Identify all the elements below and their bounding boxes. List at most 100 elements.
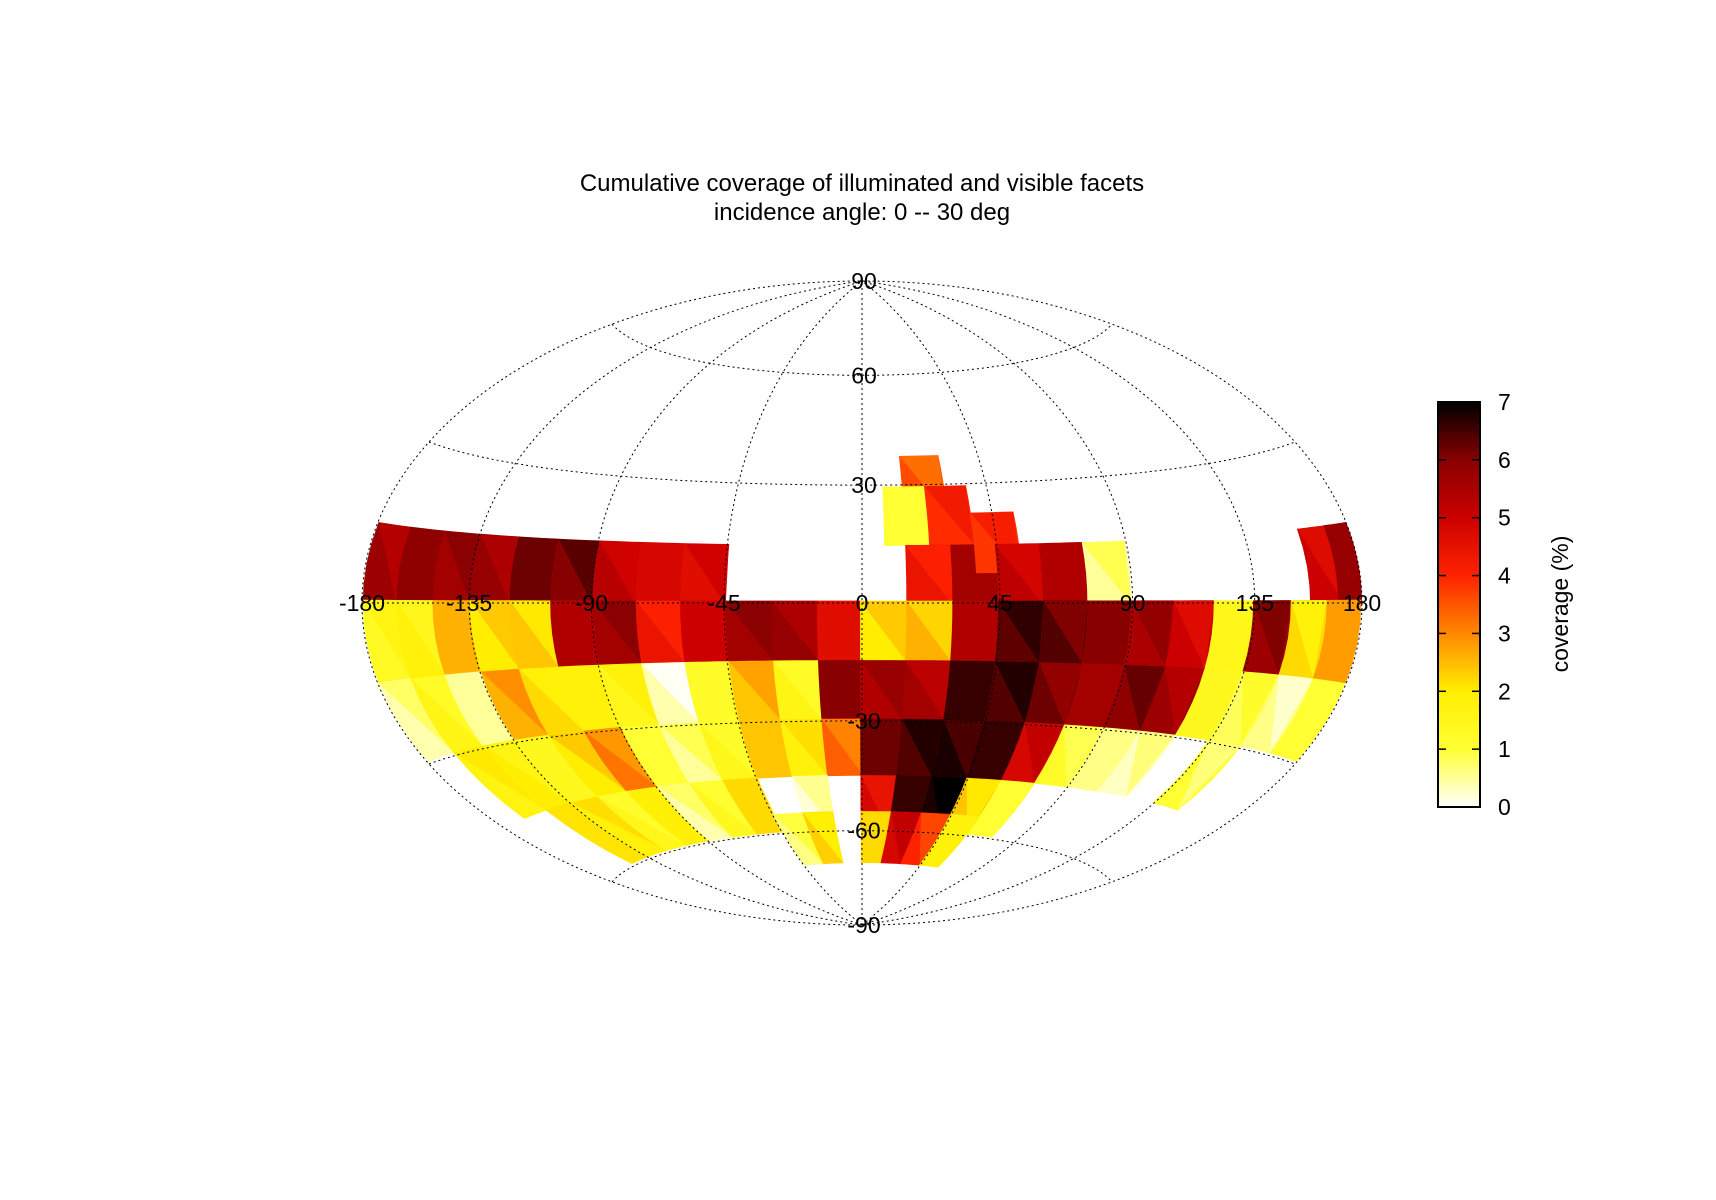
- parallel-line: [428, 441, 1296, 486]
- coverage-facet: [1214, 600, 1254, 672]
- coverage-facet: [722, 778, 783, 832]
- coverage-facet: [641, 662, 699, 723]
- map-boundary: [361, 280, 1363, 926]
- coverage-facet: [584, 727, 658, 787]
- coverage-facet: [952, 601, 999, 662]
- coverage-facet: [773, 660, 822, 720]
- coverage-facet: [1064, 724, 1103, 787]
- coverage-facet: [599, 540, 642, 606]
- coverage-facet: [860, 718, 903, 776]
- lon-tick-label: -180: [339, 590, 385, 616]
- coverage-facet: [902, 719, 944, 777]
- coverage-facet: [570, 796, 667, 851]
- coverage-facet: [991, 780, 1035, 838]
- coverage-cells: [362, 455, 1362, 868]
- coverage-facet: [481, 534, 520, 606]
- coverage-facet: [1291, 600, 1328, 679]
- coverage-facet: [558, 665, 622, 728]
- coverage-facet: [1025, 722, 1065, 784]
- coverage-facet: [1097, 727, 1140, 792]
- coverage-facet: [817, 601, 864, 661]
- colorbar-tick-label: 2: [1498, 678, 1511, 704]
- colorbar-tick-label: 3: [1498, 620, 1511, 646]
- lat-tick-label: 90: [851, 268, 877, 294]
- meridian-line: [590, 280, 863, 926]
- coverage-facet: [659, 722, 723, 781]
- lon-tick-label: 180: [1343, 590, 1381, 616]
- lon-tick-label: -90: [575, 590, 608, 616]
- coverage-facet: [773, 812, 824, 864]
- coverage-facet: [1131, 600, 1174, 667]
- coverage-facet: [725, 601, 774, 661]
- coverage-facet: [1165, 666, 1205, 736]
- coverage-facet: [410, 675, 484, 746]
- lon-tick-label: 45: [987, 590, 1013, 616]
- coverage-facet: [1253, 600, 1292, 675]
- coverage-facet: [943, 719, 985, 779]
- coverage-facet: [432, 600, 482, 672]
- coverage-facet: [680, 600, 729, 662]
- coverage-facet: [995, 661, 1040, 723]
- coverage-facet: [771, 601, 819, 661]
- coverage-facet: [1043, 600, 1088, 664]
- coverage-facet: [597, 791, 687, 846]
- lat-tick-label: 60: [851, 362, 877, 388]
- lon-tick-label: 90: [1120, 590, 1146, 616]
- colorbar-ticks: 0 1 2 3 4 5 6 7: [1438, 389, 1511, 820]
- coverage-facet: [378, 522, 411, 606]
- colorbar-tick-label: 1: [1498, 736, 1511, 762]
- coverage-facet: [1204, 669, 1243, 741]
- colorbar-tick-label: 0: [1498, 794, 1511, 820]
- coverage-facet: [860, 601, 907, 661]
- lon-tick-label: -45: [707, 590, 740, 616]
- coverage-facet: [919, 812, 951, 866]
- coverage-facet: [882, 486, 930, 546]
- chart-title: Cumulative coverage of illuminated and v…: [580, 170, 1144, 197]
- coverage-facet: [802, 811, 843, 863]
- parallel-line: [611, 830, 1113, 883]
- coverage-facet: [378, 678, 455, 753]
- coverage-facet: [905, 660, 951, 720]
- coverage-facet: [1240, 671, 1279, 746]
- coverage-facet: [896, 775, 932, 831]
- coverage-facet: [891, 811, 922, 864]
- coverage-facet: [519, 536, 559, 606]
- coverage-facet: [684, 661, 740, 721]
- coverage-facet: [905, 545, 953, 605]
- coverage-facet: [860, 660, 906, 720]
- coverage-facet: [906, 601, 953, 661]
- coverage-facet: [514, 735, 598, 797]
- colorbar: 0 1 2 3 4 5 6 7 coverage (%): [1437, 389, 1573, 820]
- coverage-facet: [1324, 520, 1362, 606]
- coverage-facet: [636, 600, 685, 663]
- coverage-facet: [924, 485, 975, 545]
- coverage-facet: [1269, 675, 1314, 753]
- coverage-facet: [621, 724, 690, 784]
- lat-tick-label: -60: [847, 818, 880, 844]
- coverage-facet: [1082, 540, 1132, 606]
- coverage-facet: [950, 660, 996, 721]
- coverage-facet: [728, 660, 781, 720]
- coverage-facet: [470, 600, 520, 670]
- coverage-facet: [548, 731, 627, 792]
- colorbar-gradient: [1437, 401, 1481, 808]
- colorbar-tick-label: 7: [1498, 389, 1511, 415]
- coverage-facet: [984, 721, 1025, 781]
- colorbar-label: coverage (%): [1547, 536, 1573, 673]
- meridian-line: [861, 280, 1256, 926]
- coverage-facet: [410, 527, 446, 606]
- coverage-facet: [641, 542, 685, 606]
- coverage-facet: [1177, 740, 1241, 811]
- coverage-facet: [1124, 665, 1166, 732]
- coverage-facet: [1126, 731, 1176, 797]
- coverage-facet: [509, 600, 559, 667]
- coverage-facet: [657, 783, 733, 838]
- coverage-facet: [481, 669, 549, 736]
- colorbar-tick-label: 4: [1498, 563, 1511, 589]
- coverage-facet: [550, 600, 600, 666]
- coverage-facet: [454, 746, 547, 811]
- colorbar-tick-label: 5: [1498, 505, 1511, 531]
- coverage-facet: [739, 719, 793, 777]
- coverage-facet: [1087, 600, 1132, 666]
